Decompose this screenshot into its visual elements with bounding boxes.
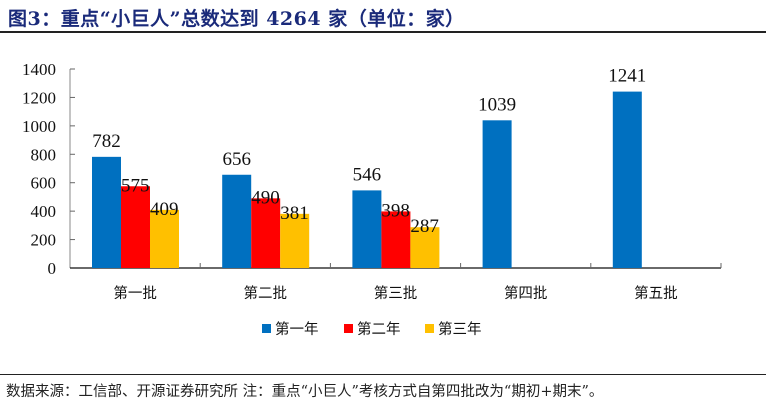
data-label: 782 bbox=[92, 131, 121, 152]
y-tick-label: 0 bbox=[48, 259, 57, 278]
x-tick-label: 第二批 bbox=[244, 284, 288, 302]
x-tick-label: 第四批 bbox=[504, 284, 548, 302]
data-label: 1039 bbox=[478, 94, 516, 115]
figure-title: 图3：重点“小巨人”总数达到 4264 家（单位：家） bbox=[8, 8, 465, 30]
data-label: 381 bbox=[280, 203, 309, 224]
x-tick-label: 第五批 bbox=[634, 284, 678, 302]
data-label: 409 bbox=[150, 199, 179, 220]
legend-swatch bbox=[425, 324, 434, 333]
source-note: 数据来源：工信部、开源证券研究所 注：重点“小巨人”考核方式自第四批改为“期初+… bbox=[6, 384, 604, 400]
bar bbox=[482, 120, 512, 268]
title-divider bbox=[0, 31, 766, 33]
y-tick-label: 1200 bbox=[22, 88, 56, 107]
data-label: 287 bbox=[410, 216, 439, 237]
y-tick-label: 600 bbox=[31, 174, 57, 193]
y-tick-label: 200 bbox=[31, 231, 57, 250]
legend-label: 第二年 bbox=[357, 320, 401, 338]
legend-label: 第三年 bbox=[438, 320, 482, 338]
x-tick-label: 第三批 bbox=[374, 284, 418, 302]
bar bbox=[222, 174, 252, 268]
bar bbox=[612, 91, 642, 269]
data-label: 575 bbox=[121, 175, 150, 196]
bar bbox=[280, 213, 310, 268]
legend-swatch bbox=[262, 324, 271, 333]
bar bbox=[352, 190, 382, 268]
y-tick-label: 1000 bbox=[22, 117, 56, 136]
bar bbox=[251, 198, 281, 268]
data-label: 1241 bbox=[608, 66, 646, 87]
data-label: 398 bbox=[381, 200, 410, 221]
y-tick-label: 1400 bbox=[22, 60, 56, 79]
bar bbox=[150, 209, 179, 268]
footer-divider bbox=[0, 374, 766, 375]
data-label: 490 bbox=[251, 187, 280, 208]
legend-label: 第一年 bbox=[275, 320, 319, 338]
y-tick-label: 400 bbox=[31, 202, 57, 221]
data-label: 546 bbox=[353, 164, 382, 185]
data-label: 656 bbox=[222, 149, 251, 170]
bar bbox=[381, 211, 411, 268]
legend-swatch bbox=[344, 324, 353, 333]
y-tick-label: 800 bbox=[31, 145, 57, 164]
x-tick-label: 第一批 bbox=[113, 284, 157, 302]
bar bbox=[410, 227, 440, 268]
bar bbox=[92, 156, 121, 268]
bar bbox=[121, 186, 150, 268]
